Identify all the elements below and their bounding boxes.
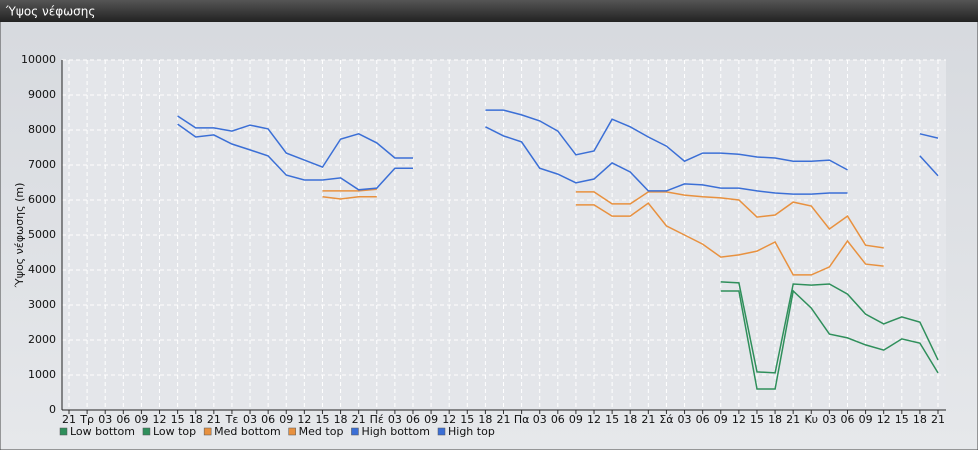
x-tick-label: 09 [859,413,873,426]
series-line [177,109,939,171]
x-tick-label: 09 [714,413,728,426]
series-line [177,123,939,195]
legend-label: Med top [299,425,344,438]
x-tick-label: 15 [895,413,909,426]
x-tick-label: 09 [279,413,293,426]
x-tick-label: 03 [533,413,547,426]
x-tick-label: 21 [786,413,800,426]
legend-swatch [203,427,212,436]
legend-label: Low top [153,425,196,438]
x-tick-label: 15 [315,413,329,426]
x-tick-label: 06 [840,413,854,426]
x-tick-label: 18 [768,413,782,426]
series-line [322,188,884,249]
x-tick-label: 12 [732,413,746,426]
y-tick-label: 0 [49,403,56,416]
y-tick-label: 8000 [28,123,56,136]
x-tick-label: 09 [569,413,583,426]
x-tick-label: Πα [514,413,530,426]
y-tick-label: 7000 [28,158,56,171]
x-tick-label: 12 [587,413,601,426]
legend-swatch [351,427,359,436]
x-tick-label: 06 [406,413,420,426]
legend-label: Med bottom [214,425,281,438]
x-tick-label: 21 [497,413,511,426]
legend-swatch [142,427,151,436]
x-tick-label: 21 [62,413,76,426]
y-tick-label: 10000 [21,53,56,66]
legend-swatch [59,427,68,436]
x-tick-label: 09 [424,413,438,426]
x-tick-label: 18 [334,413,348,426]
x-tick-label: 06 [696,413,710,426]
x-tick-label: 21 [207,413,221,426]
y-tick-label: 3000 [28,298,56,311]
x-tick-label: 03 [822,413,836,426]
x-tick-label: 12 [153,413,167,426]
y-tick-label: 9000 [28,88,56,101]
x-tick-label: 12 [297,413,311,426]
series-line [322,196,884,276]
legend-label: High top [448,425,495,438]
x-tick-label: 03 [678,413,692,426]
x-tick-label: Κυ [804,413,818,426]
series-line [720,289,939,390]
x-tick-label: Πέ [370,413,384,426]
x-tick-label: 15 [171,413,185,426]
y-tick-label: 4000 [28,263,56,276]
y-tick-label: 5000 [28,228,56,241]
x-tick-label: 06 [261,413,275,426]
x-tick-label: 03 [243,413,257,426]
chart-title: Ύψος νέφωσης [5,5,95,19]
x-tick-label: 21 [641,413,655,426]
title-bar [0,0,978,22]
x-tick-label: 18 [478,413,492,426]
x-tick-label: 18 [189,413,203,426]
y-axis-label: Ύψος νέφωσης (m) [13,183,26,289]
legend-swatch [288,427,296,436]
x-tick-label: 09 [134,413,148,426]
y-tick-label: 6000 [28,193,56,206]
x-tick-label: 06 [551,413,565,426]
x-tick-label: 06 [116,413,130,426]
x-tick-label: 15 [605,413,619,426]
x-tick-label: 03 [98,413,112,426]
x-tick-label: 03 [388,413,402,426]
x-tick-label: 15 [460,413,474,426]
x-tick-label: 12 [442,413,456,426]
x-tick-label: 21 [931,413,945,426]
y-tick-label: 1000 [28,368,56,381]
series-line [720,281,939,374]
x-tick-label: Τε [225,413,239,426]
x-tick-label: Σά [659,413,673,426]
x-tick-label: Τρ [79,413,94,426]
legend-swatch [437,427,446,436]
y-tick-label: 2000 [28,333,56,346]
x-tick-label: 12 [877,413,891,426]
legend-label: Low bottom [70,425,135,438]
x-tick-label: 21 [352,413,366,426]
legend-label: High bottom [361,425,430,438]
x-tick-label: 18 [623,413,637,426]
x-tick-label: 18 [913,413,927,426]
x-tick-label: 15 [750,413,764,426]
